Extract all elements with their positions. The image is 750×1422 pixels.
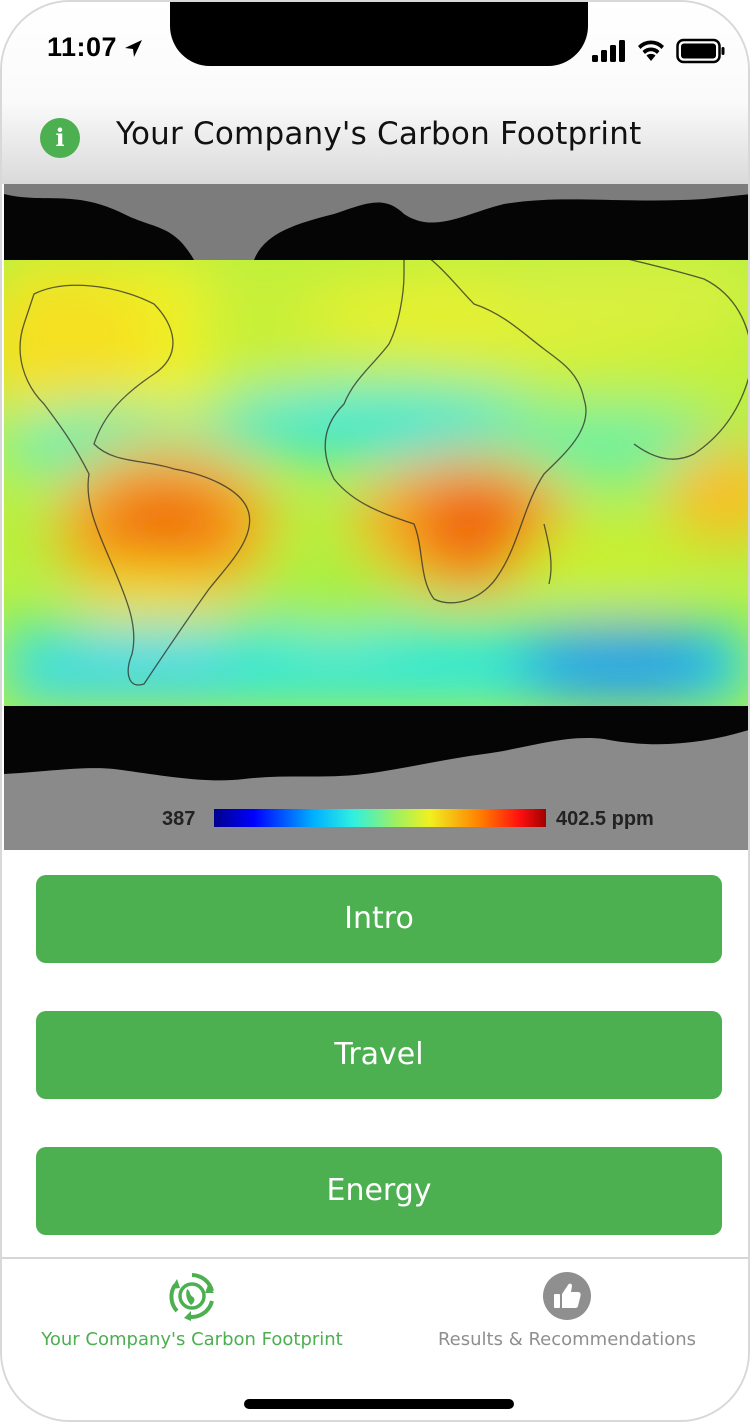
page-title: Your Company's Carbon Footprint — [116, 116, 642, 152]
tab-label-results: Results & Recommendations — [437, 1329, 697, 1350]
info-icon[interactable]: i — [40, 118, 80, 158]
travel-button[interactable]: Travel — [36, 1011, 722, 1099]
battery-icon — [676, 38, 725, 64]
co2-map-image: 387 402.5 ppm — [4, 184, 748, 850]
tab-bar: Your Company's Carbon Footprint Results … — [2, 1257, 748, 1420]
tab-results-recommendations[interactable]: Results & Recommendations — [402, 1259, 732, 1369]
energy-button[interactable]: Energy — [36, 1147, 722, 1235]
tab-label-carbon-footprint: Your Company's Carbon Footprint — [41, 1329, 343, 1350]
legend-max-label: 402.5 ppm — [556, 808, 654, 830]
intro-button[interactable]: Intro — [36, 875, 722, 963]
wifi-icon — [638, 40, 664, 61]
recycle-globe-icon — [169, 1273, 214, 1321]
cellular-signal-icon — [592, 40, 625, 62]
thumbs-up-icon — [543, 1272, 591, 1320]
notch — [170, 2, 588, 66]
legend-min-label: 387 — [162, 808, 195, 830]
location-arrow-icon — [125, 40, 142, 57]
status-bar: 11:07 — [2, 2, 748, 92]
co2-world-map: 387 402.5 ppm — [4, 184, 748, 850]
home-indicator[interactable] — [244, 1399, 514, 1409]
legend-color-scale — [214, 809, 546, 827]
status-time: 11:07 — [47, 32, 118, 62]
tab-carbon-footprint[interactable]: Your Company's Carbon Footprint — [22, 1259, 362, 1369]
